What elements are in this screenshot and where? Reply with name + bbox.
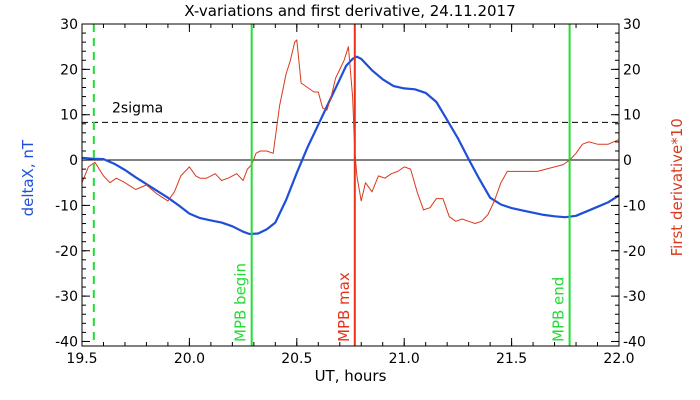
marker-label: MPB max xyxy=(335,272,353,342)
x-tick-label: 21.0 xyxy=(389,351,420,367)
y-tick-label-right: 30 xyxy=(623,17,641,33)
y-tick-label-right: 0 xyxy=(623,153,632,169)
x-tick-label: 20.0 xyxy=(174,351,205,367)
marker-layer: MPB begin MPB max MPB end xyxy=(92,24,571,346)
y-tick-label-right: -20 xyxy=(623,244,646,260)
x-tick-label: 21.5 xyxy=(496,351,527,367)
x-tick-label: 20.5 xyxy=(281,351,312,367)
y-tick-label-right: 20 xyxy=(623,62,641,78)
marker-label: MPB end xyxy=(550,277,568,342)
y-tick-label-left: 20 xyxy=(60,62,78,78)
x-tick-label: 22.0 xyxy=(603,351,634,367)
series-line-derivative xyxy=(81,39,620,224)
y-tick-label-left: -20 xyxy=(55,244,78,260)
x-axis-label: UT, hours xyxy=(315,367,387,385)
threshold-label: 2sigma xyxy=(112,100,163,116)
marker-label: MPB begin xyxy=(232,263,250,342)
y-tick-label-right: 10 xyxy=(623,108,641,124)
y-tick-label-right: -40 xyxy=(623,334,646,350)
y-tick-label-left: 0 xyxy=(69,153,78,169)
y-tick-label-left: -10 xyxy=(55,198,78,214)
y-axis-label-right: First derivative*10 xyxy=(668,118,686,256)
y-axis-label-left: deltaX, nT xyxy=(19,139,37,216)
plot-frame xyxy=(81,23,620,347)
chart-title: X-variations and first derivative, 24.11… xyxy=(184,2,515,20)
y-tick-label-left: 30 xyxy=(60,17,78,33)
y-tick-label-right: -30 xyxy=(623,289,646,305)
series-layer xyxy=(81,39,620,236)
reference-lines xyxy=(82,121,619,161)
y-tick-label-left: -30 xyxy=(55,289,78,305)
x-tick-label: 19.5 xyxy=(66,351,97,367)
axis-layer: 19.5 20.0 20.5 21.0 21.5 22.0 30 30 20 20 10 10 0 0 -1… xyxy=(55,17,646,367)
y-tick-label-left: -40 xyxy=(55,334,78,350)
y-tick-label-right: -10 xyxy=(623,198,646,214)
y-tick-label-left: 10 xyxy=(60,108,78,124)
